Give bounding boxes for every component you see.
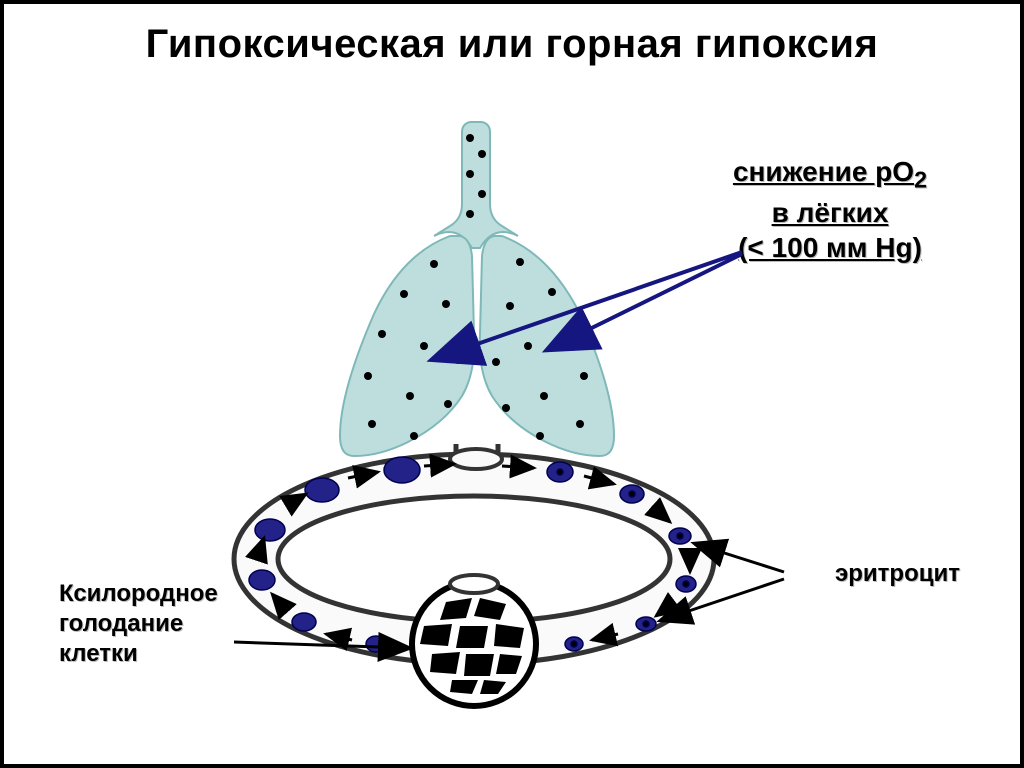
lung-vessel-junction [450, 444, 502, 469]
lungs [340, 122, 614, 456]
tissue-vessel-junction [450, 575, 498, 593]
slide-frame: Гипоксическая или горная гипоксия снижен… [0, 0, 1024, 768]
tissue-cell [412, 582, 536, 706]
diagram-canvas [4, 4, 1020, 764]
